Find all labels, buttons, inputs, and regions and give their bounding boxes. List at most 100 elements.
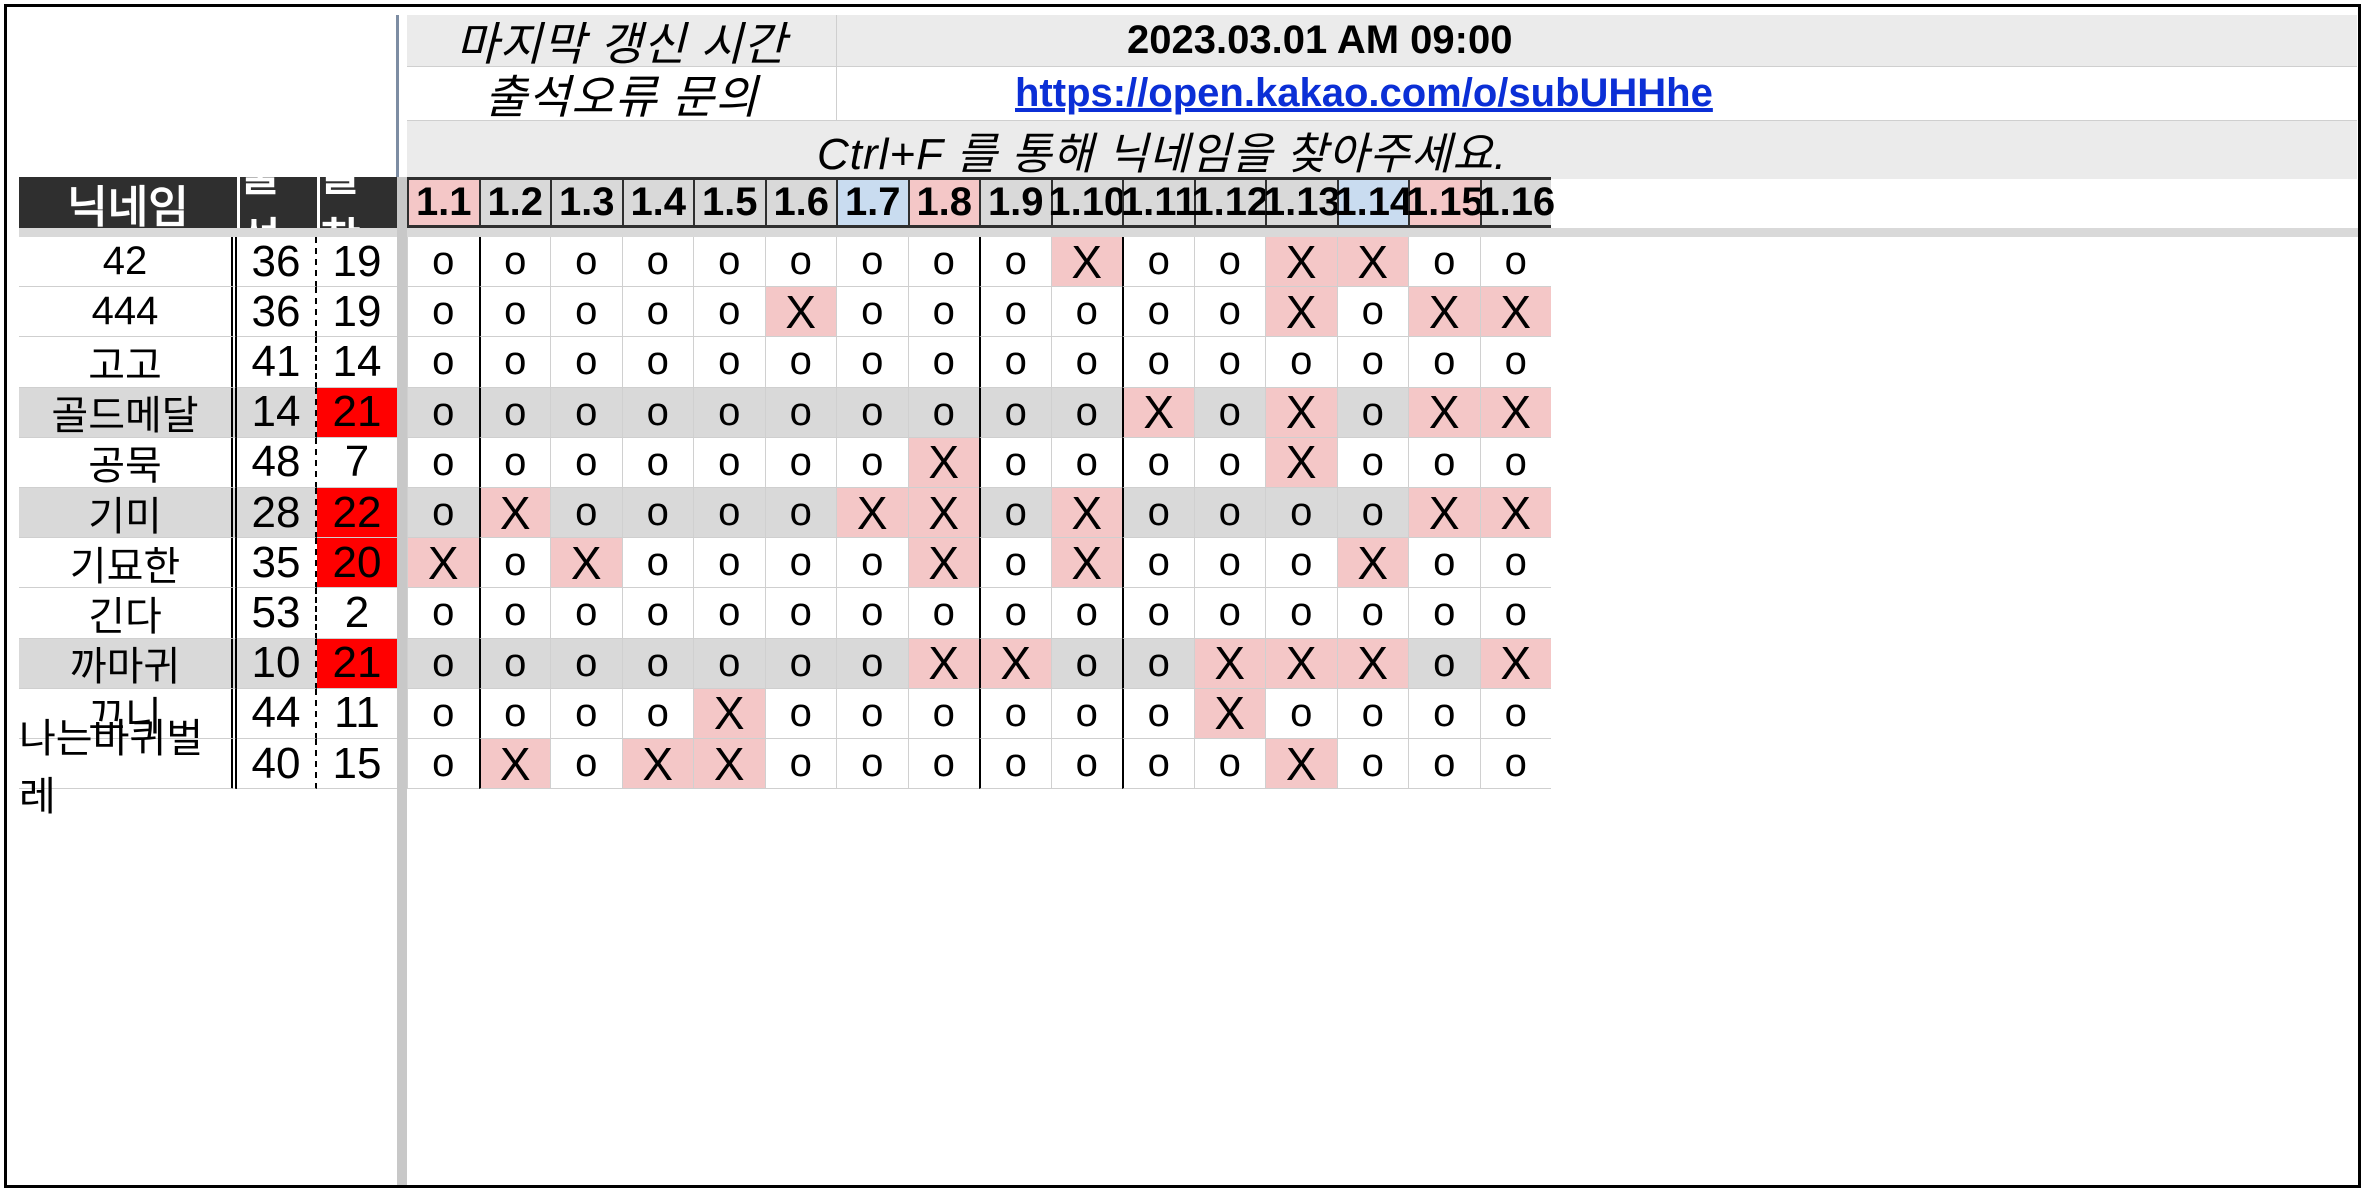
nickname-cell[interactable]: 나는바퀴벌레 [19, 717, 237, 819]
present-mark-cell[interactable]: o [407, 437, 479, 488]
attend-count[interactable]: 36 [237, 287, 317, 338]
nickname-cell[interactable]: 공묵 [19, 437, 237, 488]
present-mark-cell[interactable]: o [407, 588, 479, 639]
attend-count[interactable]: 48 [237, 437, 317, 488]
present-mark-cell[interactable]: o [1050, 638, 1122, 689]
absent-mark-cell[interactable]: X [1265, 286, 1337, 338]
absent-mark-cell[interactable]: X [407, 537, 479, 589]
present-mark-cell[interactable]: o [1193, 387, 1265, 438]
absent-mark-cell[interactable]: X [1265, 436, 1337, 488]
present-mark-cell[interactable]: o [1050, 437, 1122, 488]
absent-count[interactable]: 22 [317, 488, 397, 539]
absent-mark-cell[interactable]: X [693, 687, 765, 739]
present-mark-cell[interactable]: o [907, 688, 979, 739]
present-mark-cell[interactable]: o [979, 488, 1051, 539]
present-mark-cell[interactable]: o [478, 287, 550, 338]
absent-mark-cell[interactable]: X [1193, 637, 1265, 689]
present-mark-cell[interactable]: o [1122, 237, 1194, 288]
present-mark-cell[interactable]: o [621, 387, 693, 438]
absent-mark-cell[interactable]: X [1122, 386, 1194, 438]
absent-mark-cell[interactable]: X [1265, 637, 1337, 689]
present-mark-cell[interactable]: o [1122, 688, 1194, 739]
present-mark-cell[interactable]: o [836, 688, 908, 739]
attend-count[interactable]: 53 [237, 588, 317, 639]
absent-count[interactable]: 15 [317, 739, 397, 790]
present-mark-cell[interactable]: o [1265, 588, 1337, 639]
present-mark-cell[interactable]: o [764, 237, 836, 288]
inquiry-link[interactable]: https://open.kakao.com/o/subUHHhe [1015, 71, 1713, 115]
present-mark-cell[interactable]: o [1265, 688, 1337, 739]
absent-count[interactable]: 2 [317, 588, 397, 639]
date-header-1-8[interactable]: 1.8 [907, 177, 979, 228]
date-header-1-12[interactable]: 1.12 [1191, 177, 1269, 228]
present-mark-cell[interactable]: o [1122, 287, 1194, 338]
present-mark-cell[interactable]: o [478, 588, 550, 639]
present-mark-cell[interactable]: o [550, 437, 622, 488]
present-mark-cell[interactable]: o [1479, 688, 1551, 739]
present-mark-cell[interactable]: o [836, 739, 908, 790]
nickname-cell[interactable]: 고고 [19, 337, 237, 388]
present-mark-cell[interactable]: o [621, 488, 693, 539]
present-mark-cell[interactable]: o [1408, 588, 1480, 639]
attend-count[interactable]: 35 [237, 538, 317, 589]
present-mark-cell[interactable]: o [1408, 739, 1480, 790]
present-mark-cell[interactable]: o [550, 237, 622, 288]
present-mark-cell[interactable]: o [1193, 287, 1265, 338]
present-mark-cell[interactable]: o [1193, 337, 1265, 388]
absent-count[interactable]: 19 [317, 237, 397, 288]
date-header-1-14[interactable]: 1.14 [1334, 177, 1412, 228]
absent-mark-cell[interactable]: X [1408, 286, 1480, 338]
present-mark-cell[interactable]: o [1336, 588, 1408, 639]
present-mark-cell[interactable]: o [1122, 437, 1194, 488]
present-mark-cell[interactable]: o [979, 237, 1051, 288]
present-mark-cell[interactable]: o [1193, 437, 1265, 488]
present-mark-cell[interactable]: o [1050, 387, 1122, 438]
absent-mark-cell[interactable]: X [907, 537, 979, 589]
nickname-cell[interactable]: 긴다 [19, 588, 237, 639]
present-mark-cell[interactable]: o [621, 437, 693, 488]
present-mark-cell[interactable]: o [1193, 588, 1265, 639]
present-mark-cell[interactable]: o [621, 287, 693, 338]
present-mark-cell[interactable]: o [550, 488, 622, 539]
absent-header[interactable]: 불참 [317, 151, 397, 264]
attend-count[interactable]: 14 [237, 387, 317, 438]
date-header-1-7[interactable]: 1.7 [836, 177, 908, 228]
absent-mark-cell[interactable]: X [1408, 487, 1480, 539]
absent-mark-cell[interactable]: X [907, 436, 979, 488]
present-mark-cell[interactable]: o [1336, 387, 1408, 438]
present-mark-cell[interactable]: o [1122, 588, 1194, 639]
present-mark-cell[interactable]: o [1050, 337, 1122, 388]
present-mark-cell[interactable]: o [621, 237, 693, 288]
absent-mark-cell[interactable]: X [1050, 537, 1122, 589]
present-mark-cell[interactable]: o [478, 337, 550, 388]
present-mark-cell[interactable]: o [764, 437, 836, 488]
absent-mark-cell[interactable]: X [1479, 637, 1551, 689]
absent-mark-cell[interactable]: X [1265, 236, 1337, 288]
present-mark-cell[interactable]: o [1122, 538, 1194, 589]
absent-mark-cell[interactable]: X [1265, 386, 1337, 438]
absent-mark-cell[interactable]: X [1479, 487, 1551, 539]
present-mark-cell[interactable]: o [1122, 488, 1194, 539]
present-mark-cell[interactable]: o [907, 337, 979, 388]
date-header-1-3[interactable]: 1.3 [550, 177, 622, 228]
present-mark-cell[interactable]: o [693, 488, 765, 539]
present-mark-cell[interactable]: o [979, 287, 1051, 338]
date-header-1-15[interactable]: 1.15 [1406, 177, 1484, 228]
present-mark-cell[interactable]: o [1408, 688, 1480, 739]
nickname-cell[interactable]: 42 [19, 237, 237, 288]
present-mark-cell[interactable]: o [693, 588, 765, 639]
present-mark-cell[interactable]: o [621, 638, 693, 689]
absent-mark-cell[interactable]: X [1408, 386, 1480, 438]
present-mark-cell[interactable]: o [1265, 538, 1337, 589]
nickname-cell[interactable]: 기묘한 [19, 538, 237, 589]
present-mark-cell[interactable]: o [1193, 488, 1265, 539]
present-mark-cell[interactable]: o [1050, 588, 1122, 639]
present-mark-cell[interactable]: o [693, 387, 765, 438]
present-mark-cell[interactable]: o [979, 739, 1051, 790]
present-mark-cell[interactable]: o [764, 638, 836, 689]
date-header-1-16[interactable]: 1.16 [1477, 177, 1555, 228]
absent-count[interactable]: 7 [317, 437, 397, 488]
absent-mark-cell[interactable]: X [907, 487, 979, 539]
absent-count[interactable]: 11 [317, 688, 397, 739]
nickname-cell[interactable]: 기미 [19, 488, 237, 539]
